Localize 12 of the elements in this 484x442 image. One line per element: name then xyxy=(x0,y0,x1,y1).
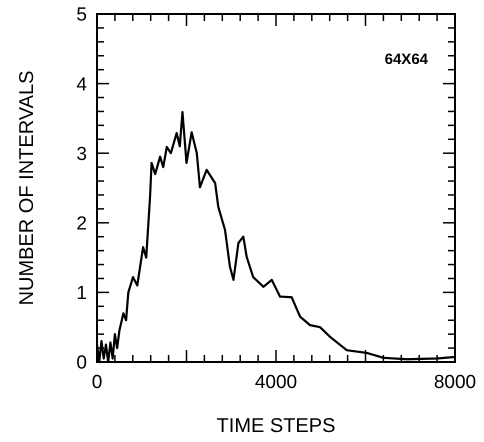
y-tick-label: 1 xyxy=(76,283,87,304)
annotation: 64X64 xyxy=(384,51,429,68)
x-tick-label: 8000 xyxy=(434,372,476,393)
y-tick-label: 0 xyxy=(76,352,87,374)
x-tick-label: 4000 xyxy=(254,372,298,393)
x-tick-label: 0 xyxy=(92,372,102,393)
y-tick-label: 3 xyxy=(76,144,87,165)
y-tick-label: 5 xyxy=(76,4,87,26)
y-axis-title: NUMBER OF INTERVALS xyxy=(16,70,38,306)
y-tick-label: 2 xyxy=(76,213,87,234)
y-tick-label: 4 xyxy=(76,74,88,96)
x-axis-title: TIME STEPS xyxy=(216,415,336,437)
